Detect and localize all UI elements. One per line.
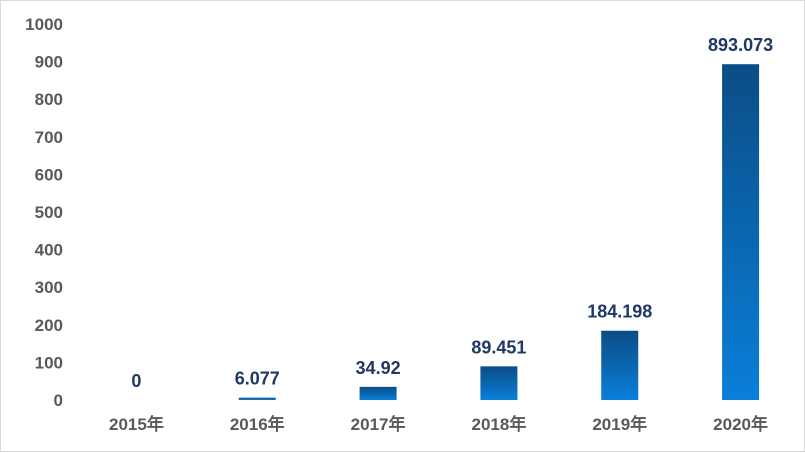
x-tick-label: 2020年 [713,414,768,434]
x-axis: 2015年 2016年 2017年 2018年 2019年 2020年 [109,414,768,434]
data-label: 893.073 [708,35,773,55]
data-label: 0 [131,371,141,391]
x-tick-label: 2019年 [592,414,647,434]
data-label: 34.92 [356,358,401,378]
x-tick-label: 2015年 [109,414,164,434]
y-tick-label: 100 [35,353,63,372]
bar [480,366,518,400]
x-tick-label: 2017年 [351,414,406,434]
bar [722,64,760,400]
y-tick-label: 400 [35,241,63,260]
y-tick-label: 1000 [25,15,63,34]
y-tick-label: 900 [35,53,63,72]
bar-series [238,64,760,400]
y-tick-label: 600 [35,165,63,184]
data-label: 89.451 [471,337,526,357]
bar [238,397,276,400]
bar [601,330,639,400]
y-axis: 0 100 200 300 400 500 600 700 800 900 1000 [25,15,63,410]
y-tick-label: 0 [54,391,63,410]
y-tick-label: 500 [35,203,63,222]
bar [359,386,397,400]
y-tick-label: 300 [35,278,63,297]
y-tick-label: 800 [35,90,63,109]
x-tick-label: 2018年 [472,414,527,434]
data-labels: 0 6.077 34.92 89.451 184.198 893.073 [131,35,773,391]
x-tick-label: 2016年 [230,414,285,434]
y-tick-label: 700 [35,128,63,147]
data-label: 184.198 [587,302,652,322]
data-label: 6.077 [235,369,280,389]
y-tick-label: 200 [35,316,63,335]
